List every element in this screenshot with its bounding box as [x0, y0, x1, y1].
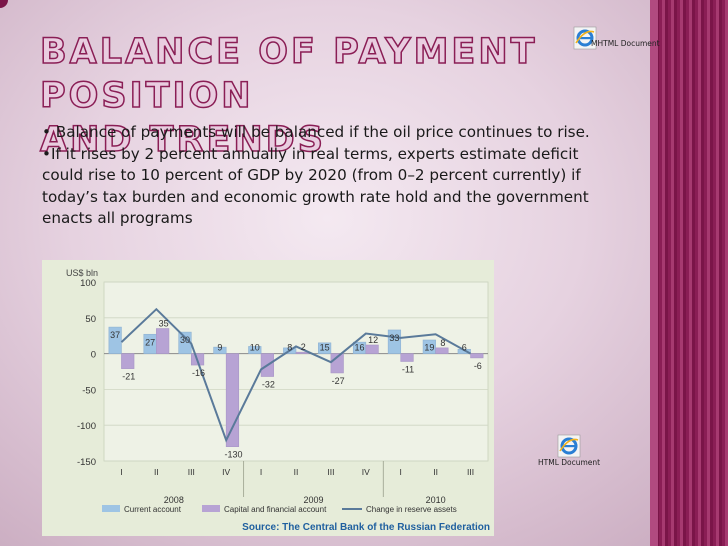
- capital-account-data-label: 2: [301, 342, 306, 352]
- y-tick-label: -100: [77, 421, 96, 432]
- bullet-1: • Balance of payments will be balanced i…: [42, 123, 590, 141]
- current-account-data-label: 27: [145, 337, 155, 347]
- capital-account-bar: [470, 353, 484, 359]
- legend-label-current-account: Current account: [124, 505, 182, 514]
- plot-area: [103, 281, 489, 462]
- capital-account-data-label: 8: [440, 338, 445, 348]
- current-account-data-label: 9: [217, 343, 222, 353]
- x-tick-label: I: [400, 467, 402, 477]
- capital-account-bar: [295, 351, 309, 354]
- capital-account-data-label: -16: [192, 368, 205, 378]
- current-account-data-label: 30: [180, 335, 190, 345]
- current-account-data-label: 8: [287, 343, 292, 353]
- x-tick-label: III: [467, 467, 474, 477]
- internet-explorer-icon: [573, 26, 597, 50]
- capital-account-data-label: -11: [402, 364, 414, 374]
- current-account-data-label: 6: [462, 343, 467, 353]
- x-tick-label: II: [294, 467, 299, 477]
- chart-svg: 100 50 0 -50 -100 -150 US$ bln 37 -21 27 35 30 -16 9 -…: [66, 268, 490, 533]
- x-tick-label: I: [120, 467, 122, 477]
- y-tick-label: -150: [77, 457, 96, 468]
- x-tick-label: III: [327, 467, 334, 477]
- slide-title-line2: and trends: [39, 119, 326, 161]
- corner-decoration: [0, 0, 8, 8]
- capital-account-data-label: -21: [122, 372, 135, 382]
- mhtml-document-label: MHTML Document: [591, 39, 660, 48]
- decorative-side-stripes: [650, 0, 728, 546]
- year-label: 2010: [426, 495, 446, 505]
- current-account-data-label: 15: [320, 343, 330, 353]
- current-account-data-label: 10: [250, 343, 260, 353]
- current-account-bar: [318, 342, 332, 354]
- legend-label-capital-account: Capital and financial account: [224, 505, 327, 514]
- capital-account-bar: [400, 353, 414, 362]
- slide-title: Balance of payment position and trends: [39, 30, 580, 162]
- slide-title-line1: Balance of payment position: [39, 31, 538, 117]
- bullet-2: •If it rises by 2 percent annually in re…: [42, 144, 589, 228]
- capital-account-bar: [121, 353, 135, 369]
- capital-account-bar: [225, 353, 240, 447]
- html-document-label: HTML Document: [538, 458, 601, 467]
- balance-of-payments-chart: 100 50 0 -50 -100 -150 US$ bln 37 -21 27 35 30 -16 9 -…: [42, 260, 494, 536]
- current-account-bar: [248, 346, 262, 354]
- x-tick-label: I: [260, 467, 262, 477]
- capital-account-data-label: 35: [159, 319, 169, 329]
- legend-swatch-current-account: [102, 505, 120, 512]
- current-account-bar: [422, 339, 436, 354]
- capital-account-data-label: -32: [262, 380, 275, 390]
- legend-label-reserve-assets: Change in reserve assets: [366, 505, 457, 514]
- year-label: 2009: [303, 495, 323, 505]
- mhtml-document-object[interactable]: MHTML Document: [573, 26, 660, 50]
- capital-account-data-label: -27: [332, 376, 345, 386]
- y-tick-label: 50: [85, 314, 96, 325]
- x-tick-label: II: [433, 467, 438, 477]
- capital-account-bar: [365, 344, 379, 354]
- y-axis-unit-label: US$ bln: [66, 268, 98, 278]
- capital-account-data-label: -130: [224, 450, 242, 460]
- x-tick-label: IV: [362, 467, 370, 477]
- chart-source: Source: The Central Bank of the Russian …: [242, 522, 490, 533]
- capital-account-data-label: 12: [368, 335, 378, 345]
- x-tick-label: IV: [222, 467, 230, 477]
- capital-account-bar: [435, 347, 449, 354]
- current-account-bar: [108, 326, 122, 354]
- reserve-assets-line: [120, 307, 472, 443]
- capital-account-data-label: -6: [474, 361, 482, 371]
- current-account-data-label: 33: [389, 333, 399, 343]
- capital-account-bar: [156, 328, 170, 354]
- internet-explorer-icon: [557, 434, 581, 458]
- current-account-data-label: 16: [355, 343, 365, 353]
- y-tick-label: 100: [80, 278, 96, 289]
- current-account-bar: [213, 346, 227, 354]
- current-account-data-label: 37: [110, 330, 120, 340]
- y-tick-label: -50: [82, 385, 96, 396]
- html-document-object[interactable]: HTML Document: [538, 434, 600, 467]
- body-text: • Balance of payments will be balanced i…: [42, 122, 602, 230]
- legend-swatch-capital-account: [202, 505, 220, 512]
- current-account-data-label: 19: [424, 343, 434, 353]
- year-label: 2008: [164, 495, 184, 505]
- y-tick-label: 0: [91, 350, 96, 361]
- x-tick-label: III: [188, 467, 195, 477]
- x-tick-label: II: [154, 467, 159, 477]
